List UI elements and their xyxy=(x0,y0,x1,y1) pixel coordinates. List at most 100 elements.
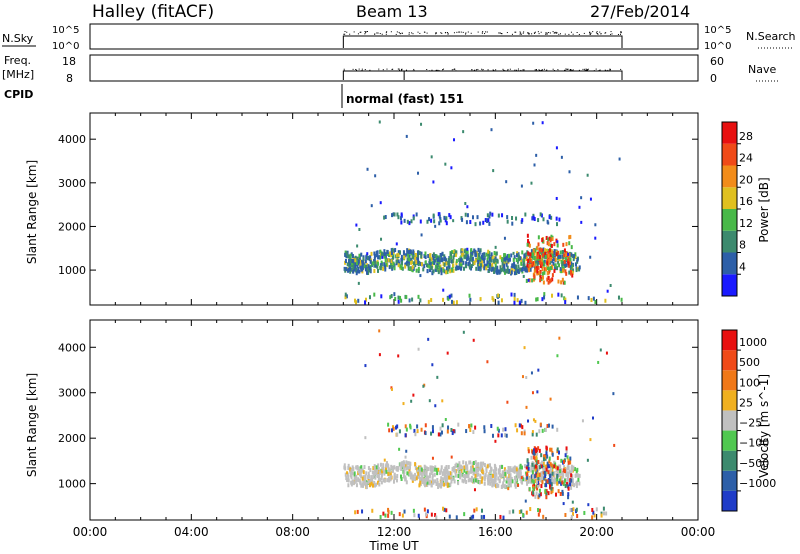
echo-cell xyxy=(443,507,446,512)
nave-point xyxy=(406,69,408,71)
echo-cell xyxy=(556,427,559,432)
echo-cell xyxy=(513,475,516,480)
nsearch-point xyxy=(619,33,621,35)
echo-cell xyxy=(447,471,450,476)
echo-cell xyxy=(393,292,396,297)
echo-cell xyxy=(483,429,486,434)
echo-cell xyxy=(490,467,493,472)
echo-cell xyxy=(548,259,551,264)
echo-cell xyxy=(475,251,478,256)
echo-cell xyxy=(351,479,354,484)
plot-frame xyxy=(89,112,699,306)
echo-cell xyxy=(569,234,572,239)
echo-cell xyxy=(533,255,536,260)
echo-cell xyxy=(571,500,574,504)
nsearch-point xyxy=(514,31,516,33)
nave-point xyxy=(509,68,511,70)
echo-cell xyxy=(449,482,452,487)
echo-cell xyxy=(560,155,563,159)
echo-cell xyxy=(395,466,398,471)
echo-cell xyxy=(568,235,571,240)
echo-cell xyxy=(353,471,356,476)
echo-cell xyxy=(606,289,609,293)
echo-cell xyxy=(410,399,413,403)
echo-cell xyxy=(477,472,480,477)
nsearch-point xyxy=(377,32,379,34)
echo-cell xyxy=(416,424,419,429)
nave-point xyxy=(455,70,457,72)
echo-cell xyxy=(496,259,499,264)
echo-cell xyxy=(526,263,529,268)
echo-cell xyxy=(446,270,449,275)
echo-cell xyxy=(440,430,443,435)
echo-cell xyxy=(561,491,564,496)
echo-cell xyxy=(555,196,558,200)
echo-cell xyxy=(544,251,547,256)
echo-cell xyxy=(536,262,539,267)
nave-point xyxy=(399,69,401,71)
echo-cell xyxy=(537,459,540,464)
echo-cell xyxy=(597,360,600,364)
echo-cell xyxy=(537,446,540,451)
echo-cell xyxy=(446,482,449,487)
echo-cell xyxy=(565,242,568,247)
echo-cell xyxy=(571,273,574,278)
echo-cell xyxy=(361,476,364,481)
nsearch-point xyxy=(458,31,460,33)
echo-cell xyxy=(431,476,434,481)
echo-cell xyxy=(382,478,385,483)
nave-point xyxy=(397,68,399,70)
echo-cell xyxy=(431,260,434,265)
echo-cell xyxy=(420,472,423,477)
nsearch-label: N.Search xyxy=(746,30,796,43)
echo-cell xyxy=(355,478,358,483)
echo-cell xyxy=(471,469,474,474)
echo-cell xyxy=(428,262,431,267)
colorbar-tick-label: 28 xyxy=(739,130,753,143)
echo-cell xyxy=(429,265,432,270)
x-tick-label: 16:00 xyxy=(478,525,513,539)
echo-cell xyxy=(511,267,514,272)
echo-cell xyxy=(500,433,503,438)
echo-cell xyxy=(356,509,359,514)
echo-cell xyxy=(512,257,515,262)
nave-point xyxy=(569,69,571,71)
echo-cell xyxy=(538,255,541,260)
echo-cell xyxy=(343,463,346,468)
echo-cell xyxy=(486,260,489,265)
nave-point xyxy=(567,68,569,70)
echo-cell xyxy=(343,465,346,470)
nave-point xyxy=(358,68,360,70)
echo-cell xyxy=(444,418,447,422)
echo-cell xyxy=(592,296,595,301)
nsearch-point xyxy=(426,32,428,34)
echo-cell xyxy=(371,508,374,513)
echo-cell xyxy=(422,384,425,388)
echo-cell xyxy=(587,296,590,301)
echo-cell xyxy=(404,424,407,429)
echo-cell xyxy=(513,296,516,301)
echo-cell xyxy=(565,271,568,276)
echo-cell xyxy=(441,251,444,256)
echo-cell xyxy=(347,267,350,272)
echo-cell xyxy=(417,471,420,476)
echo-cell xyxy=(537,508,540,513)
echo-cell xyxy=(487,481,490,486)
echo-cell xyxy=(563,248,566,253)
echo-cell xyxy=(565,263,568,268)
echo-cell xyxy=(505,180,508,184)
echo-cell xyxy=(349,467,352,472)
echo-cell xyxy=(445,465,448,470)
echo-cell xyxy=(493,482,496,487)
echo-cell xyxy=(576,257,579,262)
nsearch-point xyxy=(548,32,550,34)
echo-cell xyxy=(556,240,559,244)
echo-cell xyxy=(479,297,482,302)
nave-point xyxy=(412,70,414,72)
x-tick-label: 00:00 xyxy=(681,525,716,539)
echo-cell xyxy=(479,462,482,467)
echo-cell xyxy=(428,217,431,222)
echo-cell xyxy=(381,469,384,474)
echo-cell xyxy=(564,269,567,274)
echo-cell xyxy=(530,181,533,185)
